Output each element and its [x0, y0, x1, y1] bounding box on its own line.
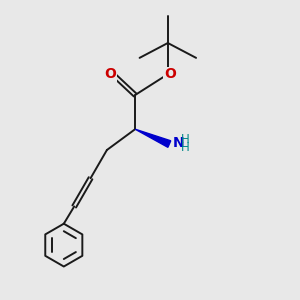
Text: O: O — [104, 67, 116, 81]
Text: N: N — [173, 136, 184, 150]
Text: H: H — [181, 140, 190, 154]
Text: H: H — [181, 133, 190, 146]
Text: O: O — [164, 67, 176, 81]
Polygon shape — [135, 129, 171, 147]
